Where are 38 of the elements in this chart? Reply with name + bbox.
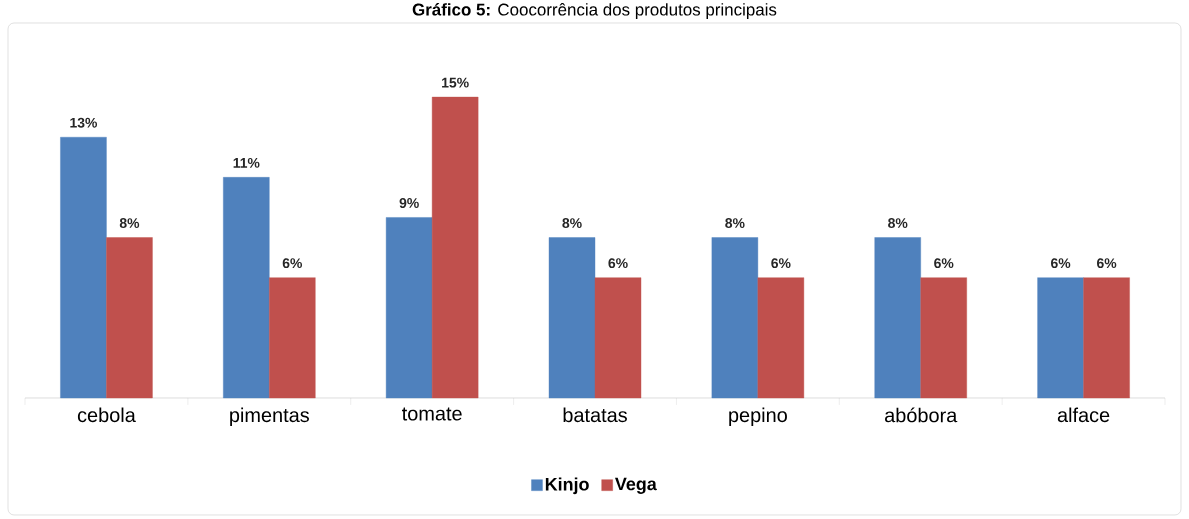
bar bbox=[60, 137, 107, 399]
x-tick-label: pimentas bbox=[230, 407, 309, 427]
legend-label: Kinjo bbox=[545, 477, 589, 495]
bar bbox=[106, 237, 153, 399]
data-label: 8% bbox=[119, 218, 140, 228]
data-label: 11% bbox=[233, 158, 260, 168]
data-label: 8% bbox=[725, 218, 745, 228]
bar bbox=[920, 277, 967, 399]
bar bbox=[548, 237, 596, 399]
data-label: 15% bbox=[442, 77, 469, 88]
data-label: 13% bbox=[70, 117, 98, 128]
legend-label: Vega bbox=[615, 477, 657, 494]
bar bbox=[385, 217, 433, 399]
bar bbox=[757, 277, 805, 399]
x-tick-label: cebola bbox=[77, 407, 136, 423]
chart-title: Gráfico 5: Coocorrência dos produtos principais bbox=[412, 3, 777, 19]
x-tick-label: batatas bbox=[563, 407, 627, 423]
data-label: 6% bbox=[282, 258, 302, 269]
data-label: 6% bbox=[1051, 258, 1071, 269]
x-tick-label: pepino bbox=[729, 407, 787, 427]
x-tick-label: alface bbox=[1057, 407, 1110, 423]
data-label: 6% bbox=[1097, 258, 1117, 269]
bar bbox=[1037, 277, 1084, 399]
bar bbox=[223, 177, 270, 399]
bar bbox=[711, 237, 759, 399]
x-tick-label: abóbora bbox=[885, 407, 958, 423]
data-label: 6% bbox=[934, 258, 954, 269]
data-label: 8% bbox=[888, 218, 908, 228]
x-tick-label: tomate bbox=[401, 407, 462, 421]
data-label: 6% bbox=[771, 258, 791, 269]
bar bbox=[1083, 277, 1130, 399]
bar bbox=[874, 237, 921, 399]
data-label: 9% bbox=[399, 198, 419, 208]
bar bbox=[269, 277, 316, 399]
bar bbox=[431, 96, 479, 399]
data-label: 6% bbox=[608, 258, 628, 269]
data-label: 8% bbox=[562, 218, 582, 228]
bar bbox=[594, 277, 642, 399]
